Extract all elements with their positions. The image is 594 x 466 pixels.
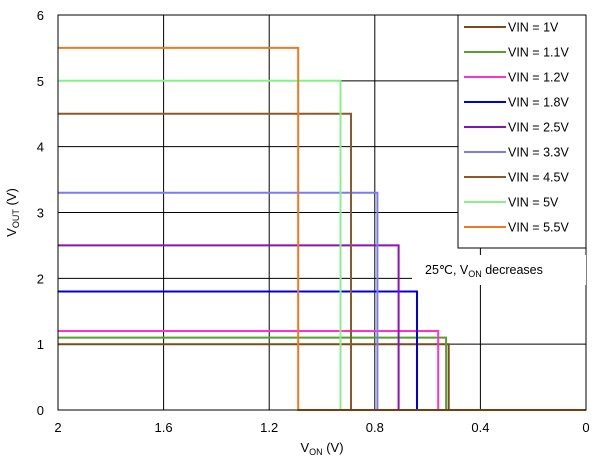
legend-item: VIN = 3.3V	[464, 146, 569, 160]
legend-item: VIN = 1.8V	[464, 96, 569, 110]
y-axis-label: VOUT (V)	[4, 188, 21, 237]
x-axis-label-sub: ON	[309, 447, 323, 457]
series-line-3	[58, 330, 586, 411]
legend-label: VIN = 2.5V	[508, 121, 569, 135]
legend-label: VIN = 3.3V	[508, 146, 569, 160]
y-tick-labels: 0 1 2 3 4 5 6	[37, 8, 44, 418]
y-axis-label-unit: (V)	[4, 188, 19, 209]
y-tick-label: 0	[37, 403, 44, 418]
y-axis-label-sub: OUT	[11, 209, 21, 229]
legend-box	[457, 14, 587, 249]
legend-label: VIN = 1V	[508, 21, 559, 35]
x-tick-label: 1.2	[260, 420, 278, 435]
annotation-text: 25℃, VON decreases	[425, 263, 543, 279]
x-axis-label: VON (V)	[300, 440, 343, 457]
x-axis-label-main: V	[300, 440, 309, 455]
legend-label: VIN = 5.5V	[508, 221, 569, 235]
legend-item: VIN = 5.5V	[464, 221, 569, 235]
annotation: 25℃, VON decreases	[412, 255, 586, 285]
series-line-2	[58, 336, 586, 411]
y-tick-label: 1	[37, 337, 44, 352]
x-tick-label: 0.4	[471, 420, 489, 435]
legend-label: VIN = 1.8V	[508, 96, 569, 110]
annotation-suffix: decreases	[482, 263, 543, 277]
annotation-sub: ON	[468, 269, 482, 279]
legend-label: VIN = 1.1V	[508, 46, 569, 60]
legend: VIN = 1V VIN = 1.1V VIN = 1.2V VIN = 1.8V VI…	[457, 14, 587, 249]
x-tick-label: 0	[582, 420, 589, 435]
y-tick-label: 6	[37, 8, 44, 23]
x-tick-labels: 2 1.6 1.2 0.8 0.4 0	[54, 420, 589, 435]
x-tick-label: 1.6	[155, 420, 173, 435]
y-tick-label: 5	[37, 74, 44, 89]
x-tick-label: 0.8	[366, 420, 384, 435]
y-tick-label: 4	[37, 140, 44, 155]
x-tick-label: 2	[54, 420, 61, 435]
series-line-4	[58, 290, 586, 411]
legend-item: VIN = 1V	[464, 21, 559, 35]
legend-label: VIN = 1.2V	[508, 71, 569, 85]
y-axis-label-main: V	[4, 228, 19, 237]
legend-item: VIN = 1.1V	[464, 46, 569, 60]
annotation-prefix: 25℃, V	[425, 263, 469, 277]
legend-label: VIN = 4.5V	[508, 171, 569, 185]
y-tick-label: 3	[37, 206, 44, 221]
y-tick-label: 2	[37, 271, 44, 286]
series-line-1	[58, 343, 586, 411]
legend-item: VIN = 5V	[464, 196, 559, 210]
legend-item: VIN = 2.5V	[464, 121, 569, 135]
x-axis-label-unit: (V)	[323, 440, 344, 455]
legend-item: VIN = 4.5V	[464, 171, 569, 185]
legend-item: VIN = 1.2V	[464, 71, 569, 85]
legend-label: VIN = 5V	[508, 196, 559, 210]
annotation-box	[412, 255, 586, 285]
